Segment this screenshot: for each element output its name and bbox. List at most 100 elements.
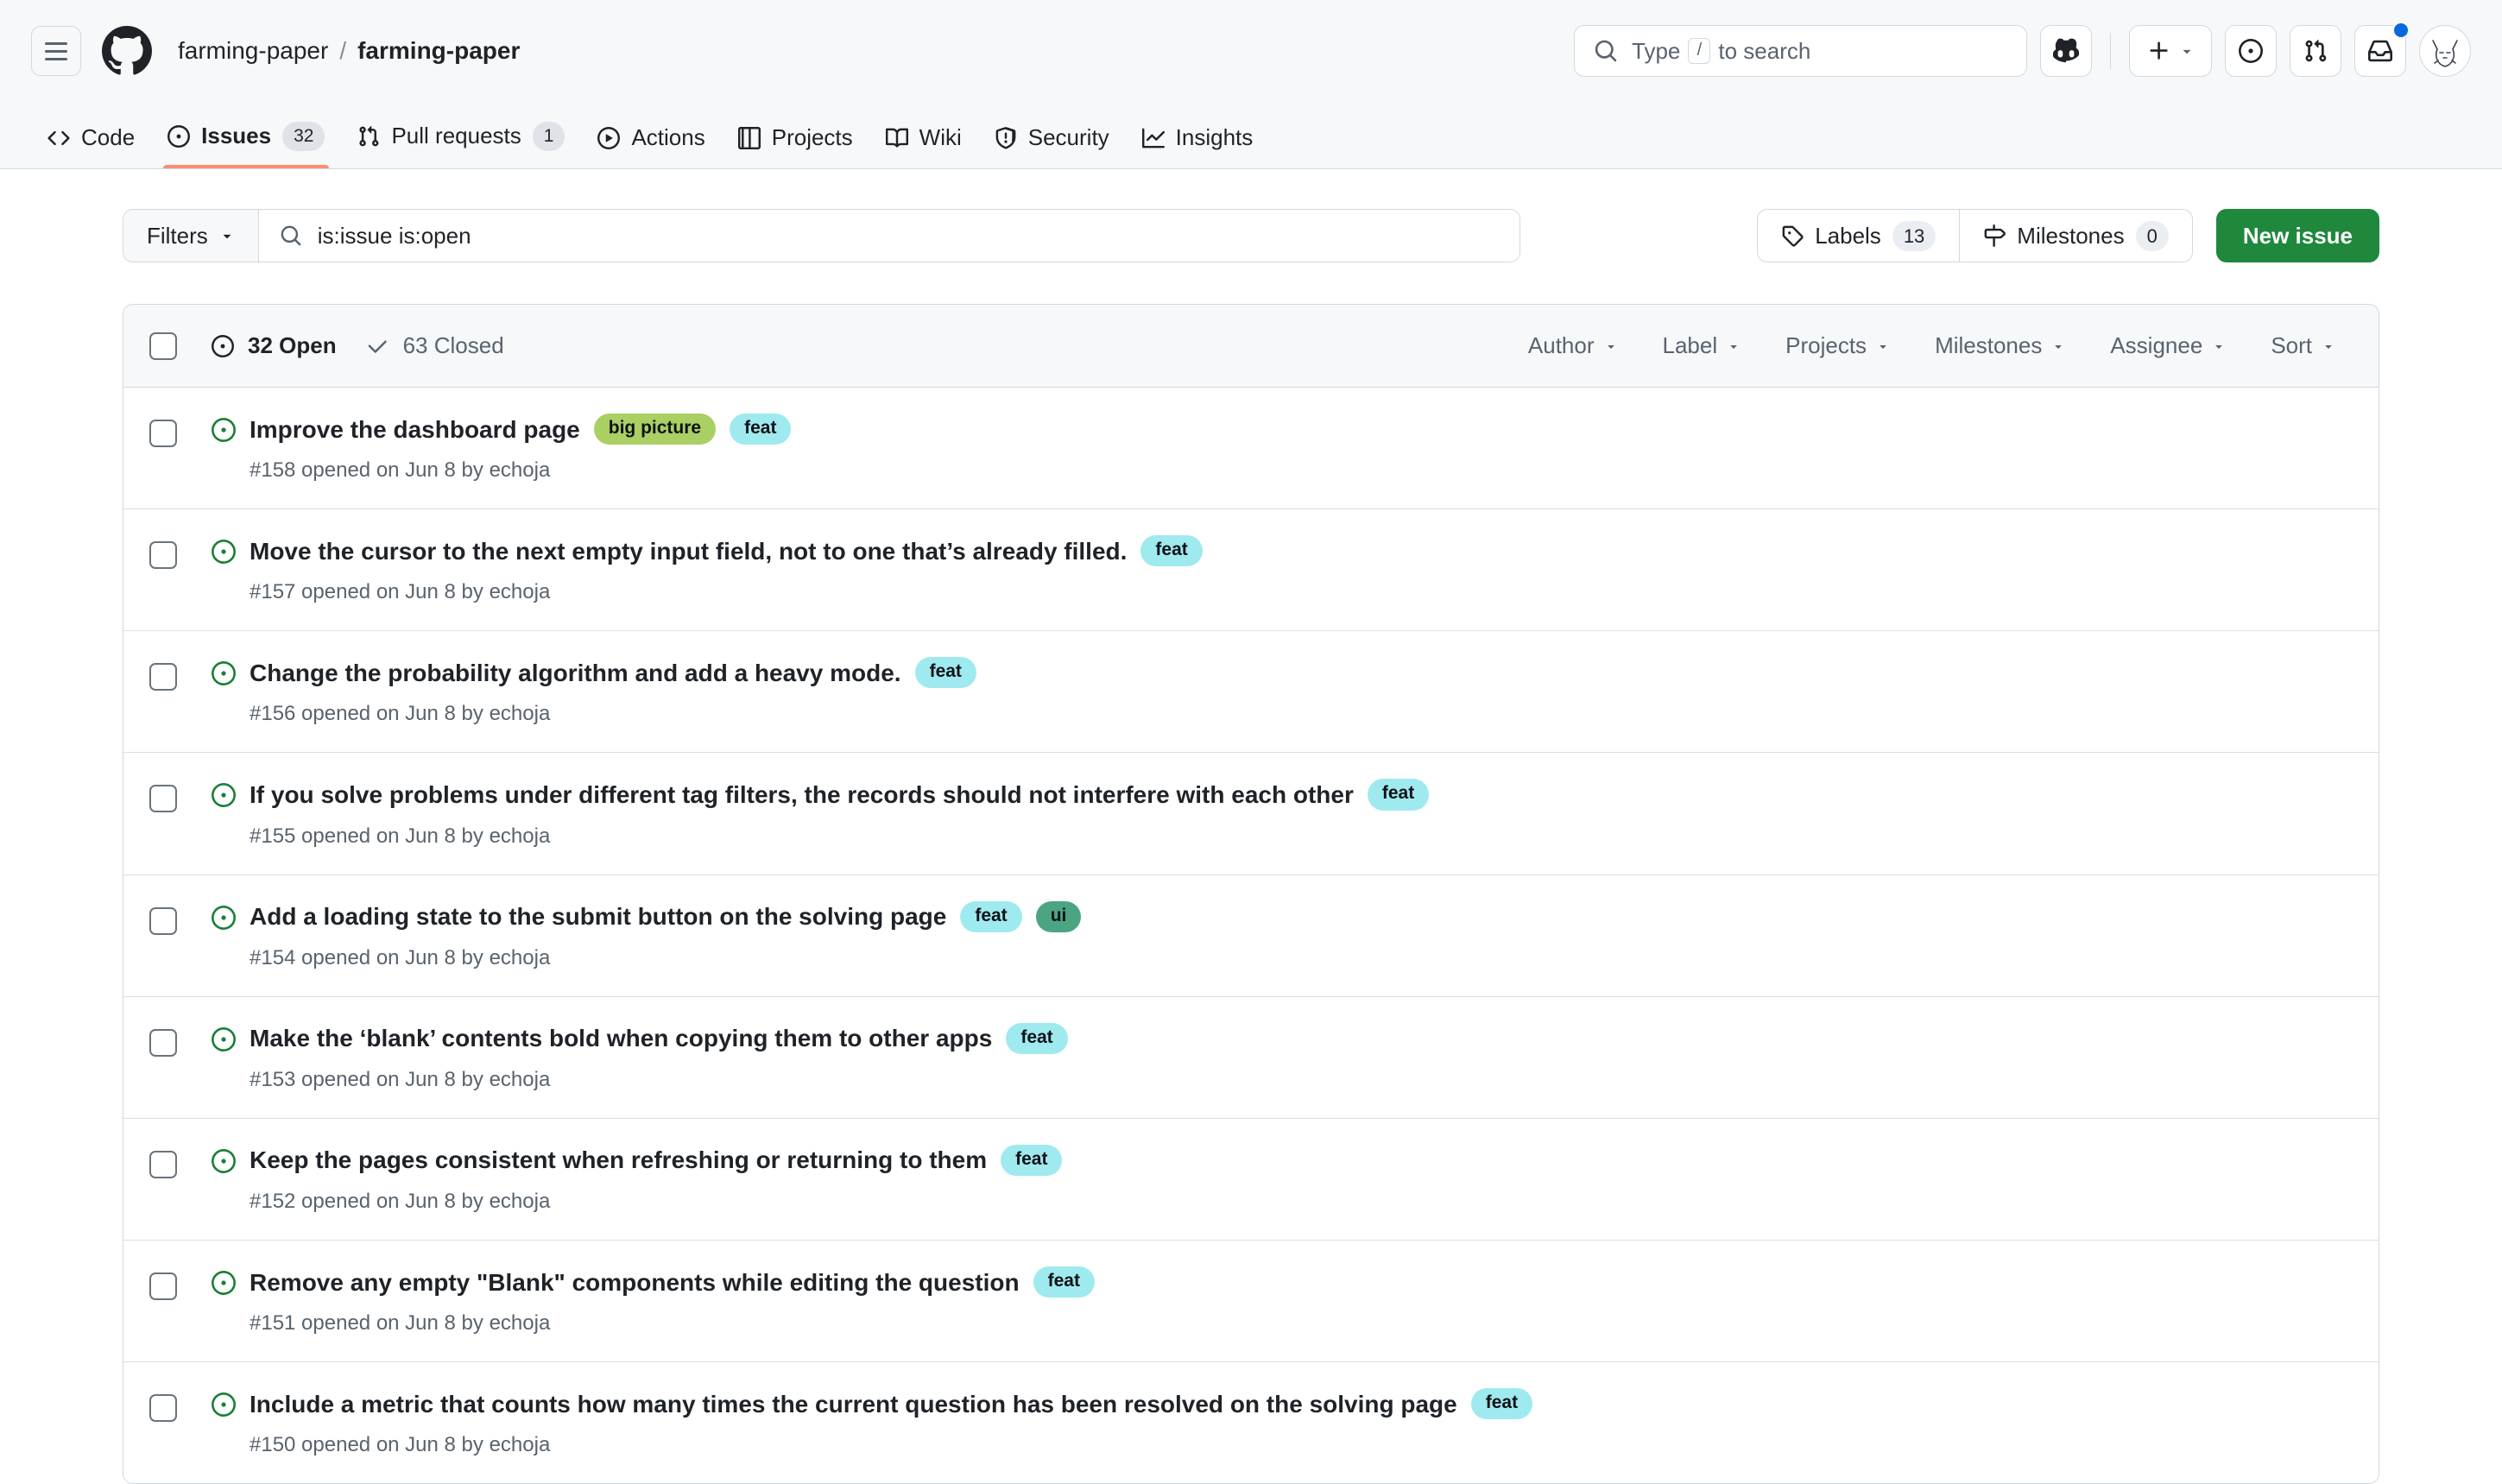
open-issues-filter[interactable]: 32 Open: [212, 332, 337, 359]
filter-bar-actions: Labels 13 Milestones 0 New issue: [1757, 209, 2379, 262]
issue-title-line: Change the probability algorithm and add…: [212, 657, 2353, 689]
issue-content: Move the cursor to the next empty input …: [212, 535, 2353, 604]
nav-item-actions[interactable]: Actions: [581, 124, 721, 168]
issue-row[interactable]: If you solve problems under different ta…: [123, 753, 2379, 875]
milestones-count: 0: [2135, 220, 2169, 251]
inbox-icon: [2368, 40, 2392, 62]
issue-title[interactable]: Remove any empty "Blank" components whil…: [250, 1268, 1020, 1296]
issue-row[interactable]: Move the cursor to the next empty input …: [123, 509, 2379, 632]
issue-row[interactable]: Add a loading state to the submit button…: [123, 875, 2379, 997]
issue-select-checkbox[interactable]: [149, 906, 177, 935]
nav-item-label: Security: [1027, 124, 1109, 150]
assignee-filter-label: Assignee: [2110, 332, 2203, 358]
issue-label-chip[interactable]: feat: [1470, 1388, 1533, 1420]
issue-row[interactable]: Change the probability algorithm and add…: [123, 631, 2379, 754]
issue-search-input[interactable]: is:issue is:open: [258, 210, 1520, 262]
issue-label-chip[interactable]: ui: [1035, 900, 1082, 932]
filters-dropdown-button[interactable]: Filters: [123, 210, 259, 262]
nav-item-projects[interactable]: Projects: [722, 124, 869, 168]
issue-select-checkbox[interactable]: [149, 1272, 177, 1300]
create-new-button[interactable]: [2129, 25, 2212, 77]
issue-row[interactable]: Include a metric that counts how many ti…: [123, 1362, 2379, 1484]
chevron-down-icon: [2215, 344, 2222, 349]
issue-row[interactable]: Keep the pages consistent when refreshin…: [123, 1118, 2379, 1241]
issue-row[interactable]: Make the ‘blank’ contents bold when copy…: [123, 996, 2379, 1119]
issue-label-chip[interactable]: feat: [914, 657, 976, 689]
avatar[interactable]: [2419, 25, 2471, 77]
issue-title[interactable]: Include a metric that counts how many ti…: [250, 1390, 1457, 1418]
table-icon: [737, 126, 761, 149]
hamburger-bar: [45, 57, 67, 60]
milestones-filter[interactable]: Milestones: [1935, 332, 2065, 359]
chevron-down-icon: [2183, 49, 2190, 54]
projects-filter[interactable]: Projects: [1785, 332, 1890, 359]
labels-button[interactable]: Labels 13: [1758, 210, 1959, 262]
issue-title[interactable]: Keep the pages consistent when refreshin…: [250, 1146, 988, 1174]
header-divider: [2110, 33, 2111, 69]
issue-select-checkbox[interactable]: [149, 541, 177, 570]
repo-nav: Code Issues 32 Pull requests 1 Actions P…: [0, 102, 2502, 169]
issue-label-chip[interactable]: big picture: [593, 414, 717, 445]
sort-filter[interactable]: Sort: [2271, 332, 2335, 359]
issue-title[interactable]: Change the probability algorithm and add…: [250, 659, 901, 686]
projects-filter-label: Projects: [1785, 332, 1867, 358]
nav-item-insights[interactable]: Insights: [1126, 124, 1270, 168]
breadcrumb-owner[interactable]: farming-paper: [178, 37, 329, 64]
issue-label-chip[interactable]: feat: [1006, 1022, 1068, 1054]
issue-title-line: Keep the pages consistent when refreshin…: [212, 1144, 2353, 1176]
issue-title[interactable]: Improve the dashboard page: [250, 415, 580, 443]
hamburger-icon[interactable]: [31, 26, 81, 76]
issue-title[interactable]: Move the cursor to the next empty input …: [250, 537, 1128, 565]
issue-meta: #150 opened on Jun 8 by echoja: [250, 1433, 551, 1457]
issue-label-chip[interactable]: feat: [1140, 535, 1203, 567]
issue-select-checkbox[interactable]: [149, 785, 177, 813]
nav-item-issues[interactable]: Issues 32: [151, 121, 341, 169]
your-issues-icon[interactable]: [2225, 25, 2277, 77]
issue-label-chip[interactable]: feat: [1367, 779, 1430, 811]
issue-title[interactable]: If you solve problems under different ta…: [250, 780, 1354, 808]
issue-opened-icon: [212, 540, 236, 565]
issue-select-checkbox[interactable]: [149, 420, 177, 447]
chevron-down-icon: [2325, 344, 2332, 349]
issue-opened-icon: [212, 1271, 236, 1296]
issue-label-chip[interactable]: feat: [730, 414, 792, 445]
milestones-button[interactable]: Milestones 0: [1959, 210, 2192, 262]
issue-row[interactable]: Remove any empty "Blank" components whil…: [123, 1240, 2379, 1363]
issue-select-checkbox[interactable]: [149, 1028, 177, 1057]
issue-title[interactable]: Add a loading state to the submit button…: [250, 903, 947, 931]
issue-select-checkbox[interactable]: [149, 1150, 177, 1178]
issue-label-chip[interactable]: feat: [1001, 1144, 1063, 1176]
chevron-down-icon: [1730, 344, 1737, 349]
breadcrumb-repo[interactable]: farming-paper: [357, 37, 521, 64]
book-icon: [885, 128, 908, 148]
nav-item-count: 32: [282, 121, 325, 151]
github-logo-icon[interactable]: [102, 26, 152, 76]
issue-label-chip[interactable]: feat: [1033, 1266, 1095, 1298]
issue-select-checkbox[interactable]: [149, 1394, 177, 1423]
new-issue-button[interactable]: New issue: [2215, 209, 2379, 262]
nav-item-security[interactable]: Security: [978, 124, 1126, 168]
assignee-filter[interactable]: Assignee: [2110, 332, 2226, 359]
nav-item-label: Wiki: [919, 124, 962, 150]
author-filter[interactable]: Author: [1528, 332, 1618, 359]
nav-item-wiki[interactable]: Wiki: [869, 124, 978, 168]
issue-label-chip[interactable]: feat: [960, 900, 1022, 932]
issue-row[interactable]: Improve the dashboard page big picture fea…: [123, 388, 2379, 510]
label-filter[interactable]: Label: [1663, 332, 1741, 359]
issue-title[interactable]: Make the ‘blank’ contents bold when copy…: [250, 1025, 993, 1052]
notifications-inbox-icon[interactable]: [2354, 22, 2410, 77]
copilot-icon[interactable]: [2040, 25, 2092, 77]
issue-content: Remove any empty "Blank" components whil…: [212, 1266, 2353, 1336]
milestone-icon: [1984, 224, 2006, 247]
search-icon: [1595, 40, 1617, 62]
issue-opened-icon: [212, 334, 234, 357]
nav-item-code[interactable]: Code: [31, 124, 151, 168]
issue-select-checkbox[interactable]: [149, 663, 177, 691]
closed-issues-filter[interactable]: 63 Closed: [367, 332, 504, 359]
select-all-checkbox[interactable]: [149, 332, 177, 360]
chevron-down-icon: [2055, 344, 2062, 349]
filter-bar: Filters is:issue is:open: [123, 169, 2379, 262]
nav-item-pull-requests[interactable]: Pull requests 1: [341, 121, 581, 168]
your-pull-requests-icon[interactable]: [2290, 25, 2341, 77]
search-input[interactable]: Type / to search: [1574, 25, 2027, 77]
